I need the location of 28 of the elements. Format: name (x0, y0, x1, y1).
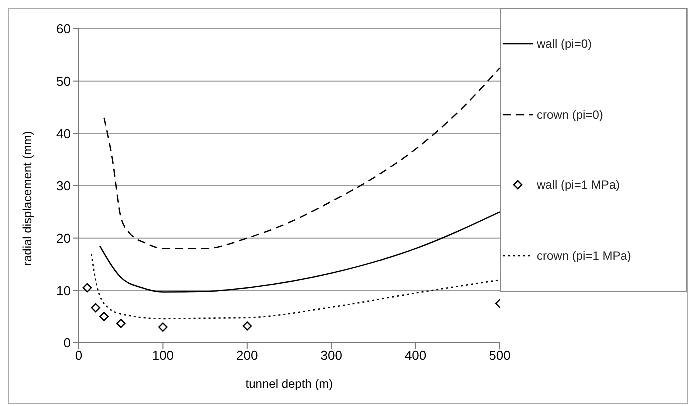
line-series (90, 253, 500, 320)
x-tick-label: 100 (152, 348, 174, 364)
x-tick-label: 500 (489, 348, 511, 364)
y-tick-label: 30 (56, 178, 71, 194)
y-tick-label: 0 (64, 336, 71, 351)
point (100, 312, 109, 322)
y-tick-label: 50 (56, 74, 71, 89)
y-tick-label: 20 (56, 230, 71, 246)
x-tick-label: 200 (236, 348, 258, 364)
legend-label: crown (pi=1 MPa) (537, 248, 632, 263)
point (158, 322, 168, 332)
legend-label: wall (pi=1 MPa) (537, 178, 620, 192)
y-tick-label: 60 (56, 22, 71, 37)
line-series (104, 68, 500, 250)
line-series (99, 212, 500, 293)
y-axis-title: radial displacement (mm) (20, 131, 34, 266)
point (82, 283, 92, 293)
point (91, 303, 100, 313)
x-tick-label: 300 (320, 348, 342, 364)
point (242, 322, 252, 331)
legend-label: crown (pi=0) (537, 108, 604, 122)
y-tick-label: 10 (56, 283, 71, 298)
x-axis-title: tunnel depth (m) (246, 377, 334, 391)
legend-label: wall (pi=0) (537, 37, 592, 52)
y-tick-label: 40 (56, 126, 71, 142)
point (116, 318, 126, 328)
x-tick-label: 0 (75, 348, 83, 364)
x-tick-label: 400 (404, 348, 427, 364)
